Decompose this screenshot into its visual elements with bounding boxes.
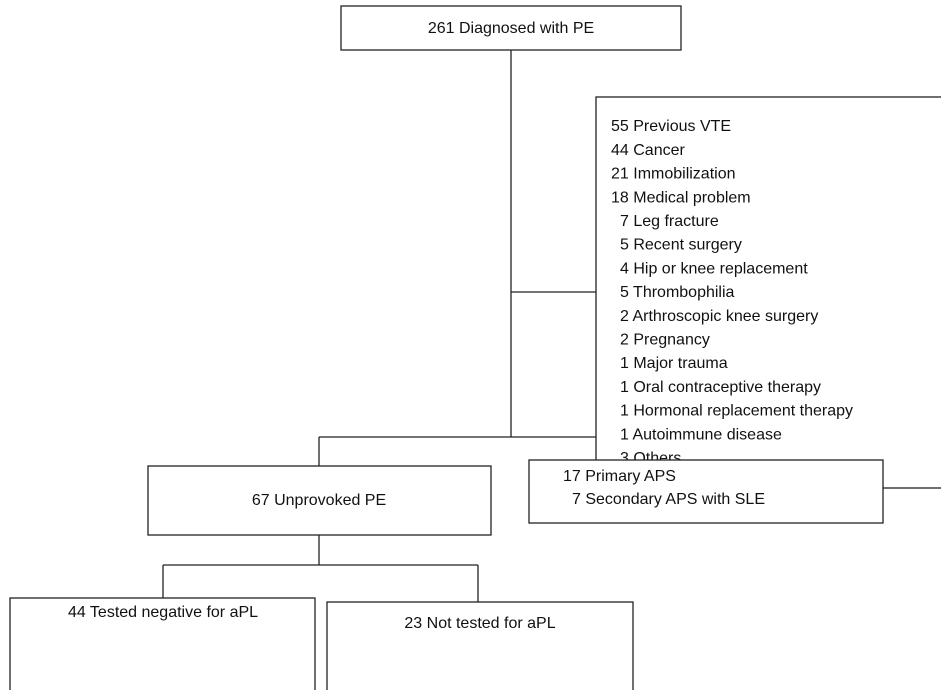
node-line: 44 Cancer xyxy=(611,142,685,159)
node-line: 55 Previous VTE xyxy=(611,118,731,135)
node-box xyxy=(326,601,634,690)
node-label: 23 Not tested for aPL xyxy=(404,615,555,632)
node-line: 7 Leg fracture xyxy=(620,213,719,230)
node-line: 21 Immobilization xyxy=(611,166,736,183)
node-line: 18 Medical problem xyxy=(611,189,751,206)
node-line: 1 Autoimmune disease xyxy=(620,426,782,443)
node-list: 17 Primary APS 7 Secondary APS with SLE xyxy=(563,468,765,508)
node-line: 1 Hormonal replacement therapy xyxy=(620,403,853,420)
node-label: 261 Diagnosed with PE xyxy=(428,20,594,37)
node-line: 2 Arthroscopic knee surgery xyxy=(620,308,818,325)
node-list: 55 Previous VTE 44 Cancer 21 Immobilizatio… xyxy=(611,118,853,467)
node-label: 44 Tested negative for aPL xyxy=(68,604,258,621)
node-label: 67 Unprovoked PE xyxy=(252,492,386,509)
node-line: 4 Hip or knee replacement xyxy=(620,260,808,277)
node-box xyxy=(340,5,682,51)
node-line: 17 Primary APS xyxy=(563,468,676,485)
node-box xyxy=(528,459,884,524)
node-line: 5 Recent surgery xyxy=(620,237,742,254)
node-line: 1 Major trauma xyxy=(620,355,728,372)
node-line: 5 Thrombophilia xyxy=(620,284,735,301)
node-line: 1 Oral contraceptive therapy xyxy=(620,379,821,396)
node-box xyxy=(595,96,941,489)
node-box xyxy=(9,597,316,690)
node-box xyxy=(147,465,492,536)
node-line: 2 Pregnancy xyxy=(620,332,710,349)
connectors xyxy=(162,50,707,602)
node-line: 7 Secondary APS with SLE xyxy=(572,491,765,508)
